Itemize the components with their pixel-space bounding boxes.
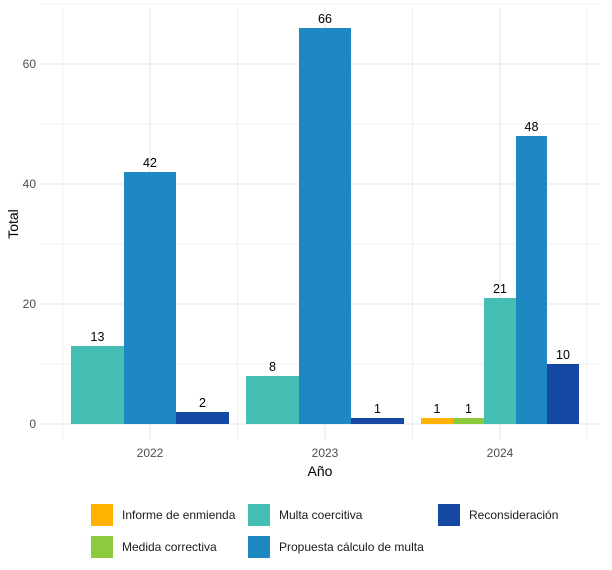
- bar-2024-1: [453, 418, 484, 424]
- bar-2024-3: [516, 136, 547, 424]
- bar-value-label: 13: [91, 330, 105, 344]
- bar-value-label: 2: [199, 396, 206, 410]
- bar-2024-0: [421, 418, 453, 424]
- y-tick-label: 20: [23, 297, 37, 311]
- y-tick-label: 40: [23, 177, 37, 191]
- legend-key: [438, 504, 460, 526]
- x-tick-labels: 2022 2023 2024: [137, 446, 514, 460]
- y-axis-title: Total: [5, 209, 21, 239]
- bar-value-label: 21: [493, 282, 507, 296]
- bar-2022-4: [176, 412, 229, 424]
- bars: [71, 28, 579, 424]
- bar-value-label: 1: [465, 402, 472, 416]
- x-tick-label: 2023: [312, 446, 339, 460]
- legend-item: Multa coercitiva: [248, 504, 363, 526]
- bar-value-label: 48: [525, 120, 539, 134]
- bar-2022-3: [124, 172, 176, 424]
- legend-item: Informe de enmienda: [91, 504, 236, 526]
- legend-label: Medida correctiva: [122, 540, 217, 554]
- bar-2024-2: [484, 298, 516, 424]
- legend-key: [248, 504, 270, 526]
- y-tick-label: 60: [23, 57, 37, 71]
- x-tick-label: 2024: [487, 446, 514, 460]
- legend: Informe de enmienda Medida correctiva Mult…: [91, 504, 558, 558]
- legend-label: Reconsideración: [469, 508, 558, 522]
- legend-label: Informe de enmienda: [122, 508, 236, 522]
- bar-value-label: 1: [374, 402, 381, 416]
- legend-key: [248, 536, 270, 558]
- bar-2023-2: [246, 376, 299, 424]
- bar-2023-3: [299, 28, 351, 424]
- legend-item: Medida correctiva: [91, 536, 217, 558]
- bar-value-label: 66: [318, 12, 332, 26]
- bar-2022-2: [71, 346, 124, 424]
- bar-value-label: 10: [556, 348, 570, 362]
- bar-value-label: 8: [269, 360, 276, 374]
- legend-item: Reconsideración: [438, 504, 558, 526]
- legend-key: [91, 536, 113, 558]
- legend-label: Multa coercitiva: [279, 508, 363, 522]
- x-tick-label: 2022: [137, 446, 164, 460]
- bar-2023-4: [351, 418, 404, 424]
- bar-2024-4: [547, 364, 579, 424]
- legend-item: Propuesta cálculo de multa: [248, 536, 424, 558]
- y-tick-labels: 0 20 40 60: [23, 57, 37, 431]
- y-tick-label: 0: [29, 417, 36, 431]
- x-axis-title: Año: [308, 463, 333, 479]
- legend-key: [91, 504, 113, 526]
- bar-value-label: 42: [143, 156, 157, 170]
- bar-value-label: 1: [434, 402, 441, 416]
- legend-label: Propuesta cálculo de multa: [279, 540, 424, 554]
